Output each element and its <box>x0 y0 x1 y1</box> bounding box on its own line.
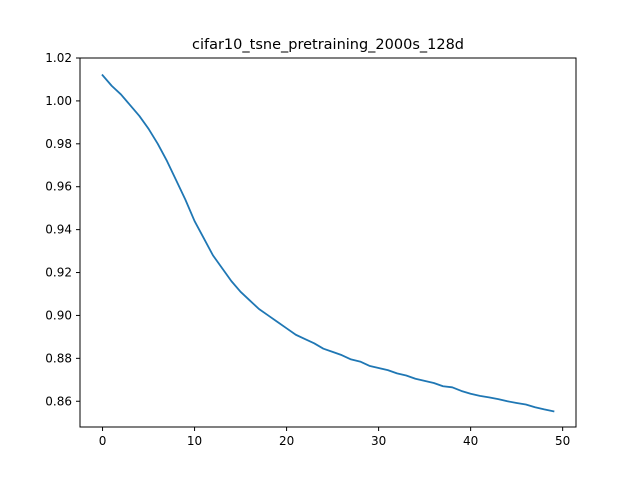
y-tick-label: 0.86 <box>45 394 72 408</box>
x-tick-label: 30 <box>371 434 386 448</box>
x-tick-label: 0 <box>99 434 107 448</box>
y-tick-label: 0.98 <box>45 137 72 151</box>
chart-title: cifar10_tsne_pretraining_2000s_128d <box>192 37 464 53</box>
y-tick-label: 1.00 <box>45 94 72 108</box>
y-tick-label: 0.90 <box>45 308 72 322</box>
x-tick-label: 50 <box>555 434 570 448</box>
plot-frame <box>79 57 577 428</box>
series-layer <box>101 73 555 413</box>
plot-area <box>80 58 576 427</box>
series-line <box>101 73 555 413</box>
y-tick-label: 0.92 <box>45 266 72 280</box>
x-tick-label: 10 <box>187 434 202 448</box>
y-tick-label: 0.96 <box>45 180 72 194</box>
x-tick-label: 40 <box>463 434 478 448</box>
y-tick-label: 0.94 <box>45 223 72 237</box>
y-tick-label: 0.88 <box>45 351 72 365</box>
x-tick-label: 20 <box>279 434 294 448</box>
axes-layer: 0 10 20 30 40 50 0.86 0.88 0.90 0.92 0.94 0.96 0.98 1… <box>45 51 570 448</box>
y-tick-label: 1.02 <box>45 51 72 65</box>
